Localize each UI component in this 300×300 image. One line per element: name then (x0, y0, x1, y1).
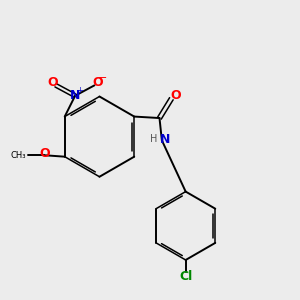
Text: CH₃: CH₃ (11, 151, 26, 160)
Text: H: H (150, 134, 157, 144)
Text: O: O (170, 89, 181, 102)
Text: N: N (160, 133, 170, 146)
Text: O: O (93, 76, 103, 89)
Text: −: − (98, 73, 107, 83)
Text: +: + (76, 86, 83, 95)
Text: Cl: Cl (179, 270, 192, 283)
Text: N: N (70, 89, 80, 102)
Text: O: O (39, 147, 50, 160)
Text: O: O (47, 76, 58, 89)
